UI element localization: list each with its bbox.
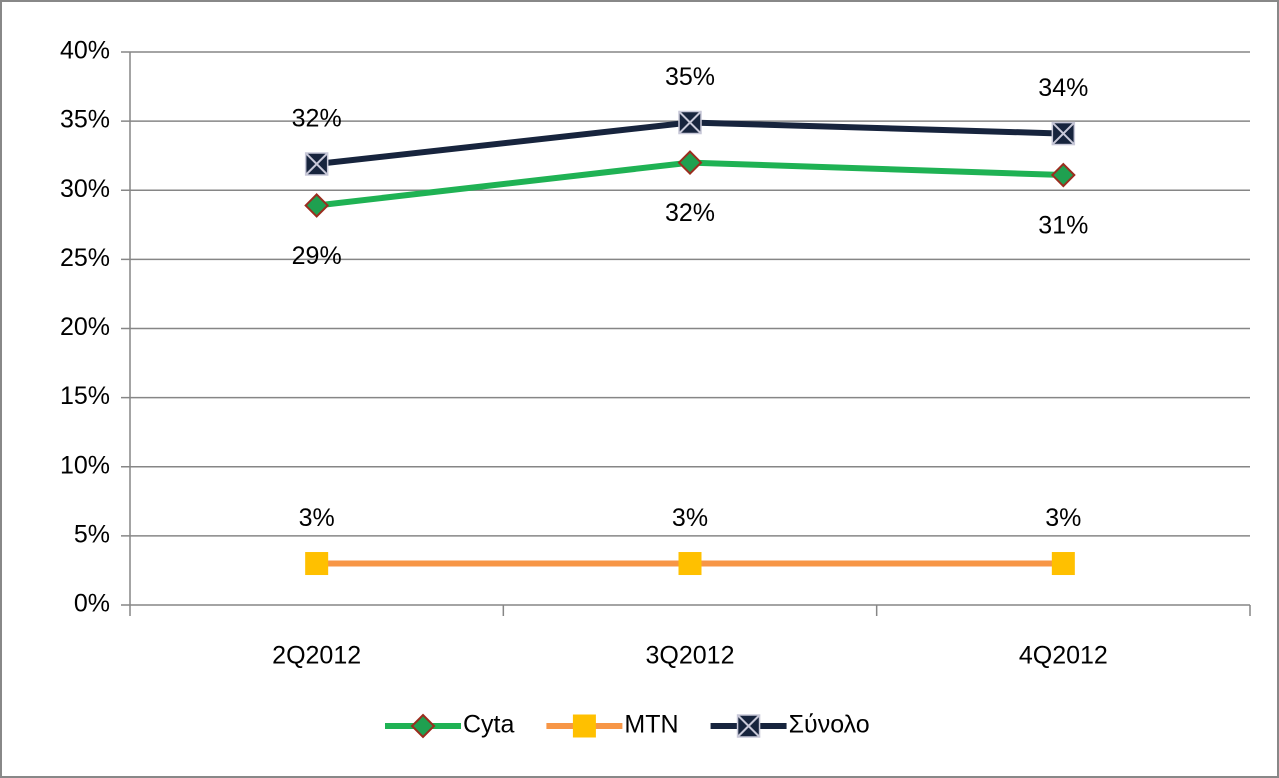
data-label: 31% — [1038, 212, 1088, 240]
legend-marker — [572, 714, 596, 738]
y-tick-label: 35% — [60, 106, 110, 134]
marker — [678, 552, 702, 576]
marker-part — [305, 552, 329, 576]
y-tick-label: 40% — [60, 37, 110, 65]
marker — [678, 110, 702, 135]
y-tick-label: 10% — [60, 451, 110, 479]
y-tick-label: 25% — [60, 244, 110, 272]
legend-label: Cyta — [463, 711, 515, 739]
data-label: 34% — [1038, 74, 1088, 102]
marker-part — [1051, 121, 1076, 146]
data-label: 3% — [299, 504, 335, 532]
legend-marker-part — [572, 714, 596, 738]
y-tick-label: 5% — [74, 520, 110, 548]
data-label: 29% — [292, 242, 342, 270]
marker-part — [1051, 552, 1075, 576]
x-tick-label: 2Q2012 — [272, 642, 361, 670]
marker — [1051, 552, 1075, 576]
legend-marker — [410, 713, 436, 739]
legend-marker-part — [736, 714, 761, 738]
marker-part — [677, 150, 703, 176]
marker-part — [304, 152, 329, 176]
data-label: 3% — [1045, 504, 1081, 532]
data-label: 32% — [665, 199, 715, 227]
marker — [305, 552, 329, 576]
marker — [1051, 121, 1076, 146]
y-tick-label: 0% — [74, 590, 110, 618]
y-tick-label: 15% — [60, 382, 110, 410]
marker — [677, 150, 703, 176]
data-label: 35% — [665, 63, 715, 91]
marker-part — [1050, 162, 1076, 188]
marker-part — [678, 110, 702, 135]
legend-label: Σύνολο — [789, 711, 870, 739]
legend-marker — [736, 714, 761, 738]
legend-label: MTN — [624, 711, 678, 739]
marker — [304, 193, 330, 218]
marker-part — [678, 552, 702, 576]
marker — [1050, 162, 1076, 188]
data-label: 32% — [292, 105, 342, 133]
legend-marker-part — [410, 713, 436, 739]
x-tick-label: 3Q2012 — [646, 642, 735, 670]
data-label: 3% — [672, 504, 708, 532]
y-tick-label: 20% — [60, 313, 110, 341]
marker-part — [304, 193, 330, 218]
marker — [304, 152, 329, 176]
y-tick-label: 30% — [60, 175, 110, 203]
x-tick-label: 4Q2012 — [1019, 642, 1108, 670]
